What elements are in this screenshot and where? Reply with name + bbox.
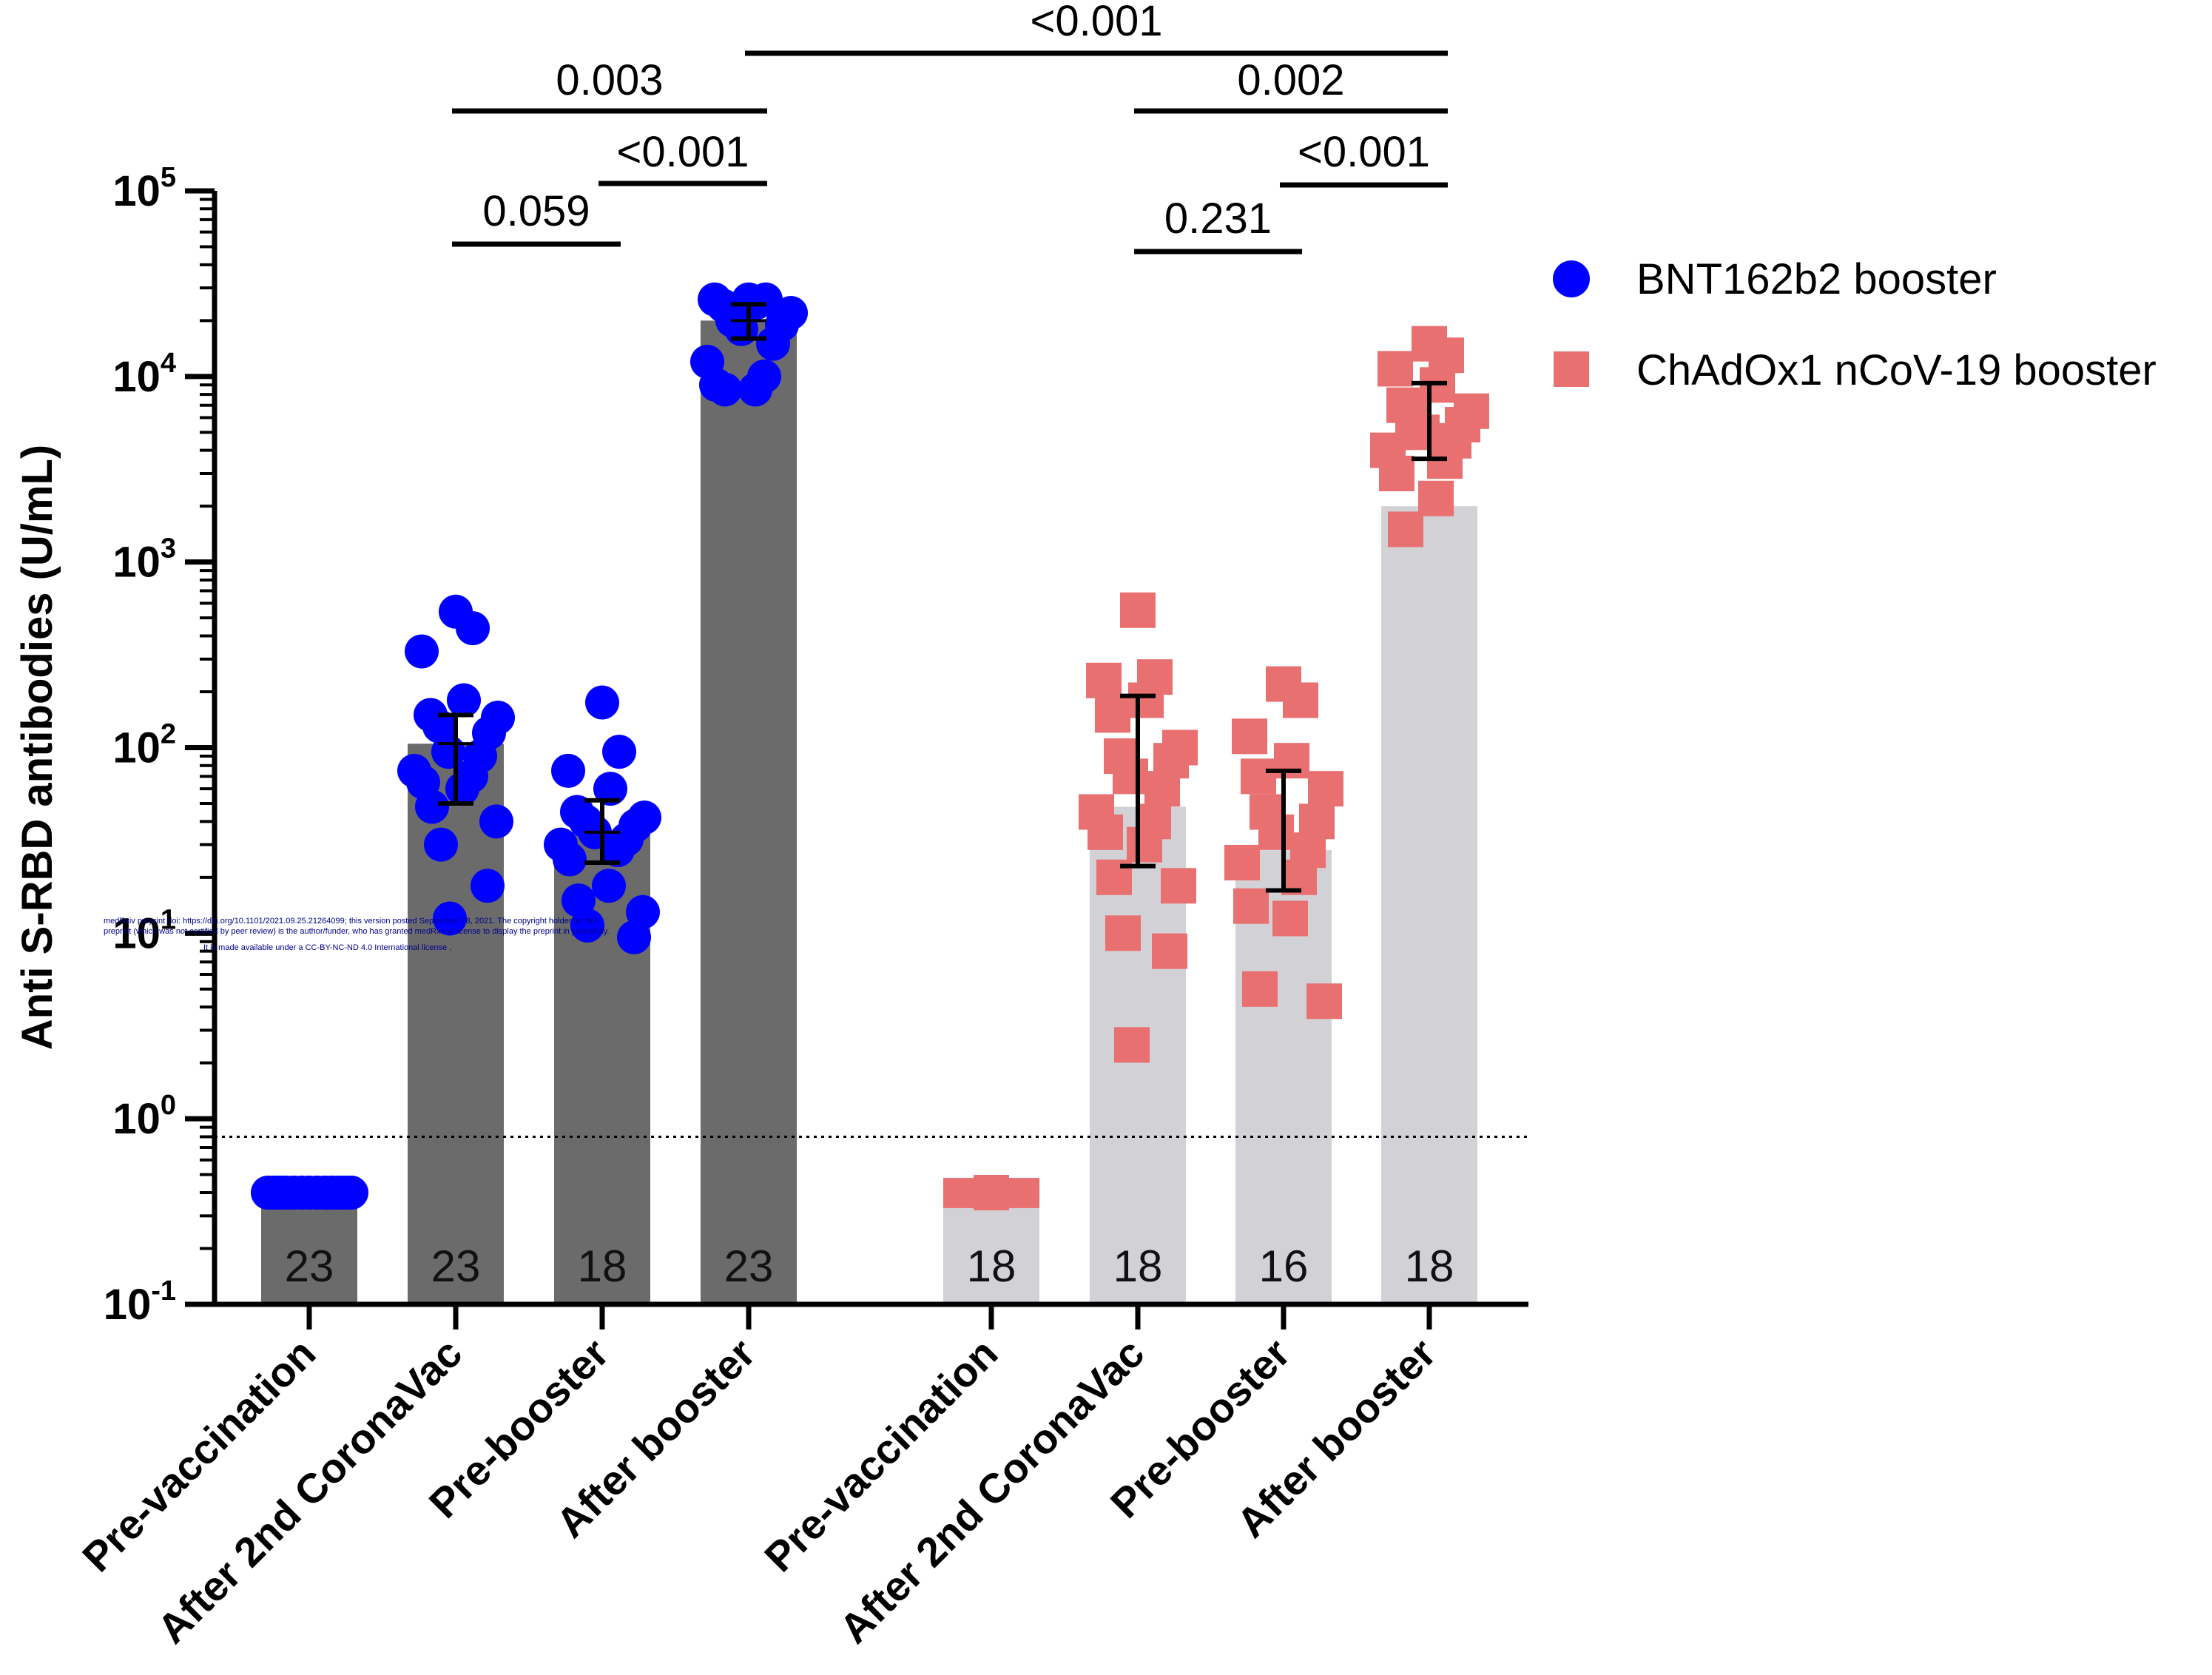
data-point — [456, 611, 490, 646]
n-label: 18 — [967, 1241, 1016, 1291]
data-point — [471, 869, 505, 903]
data-point — [1233, 888, 1269, 924]
data-point — [1283, 682, 1318, 718]
p-value-label: <0.001 — [1298, 128, 1430, 176]
data-point — [551, 753, 585, 788]
data-point — [601, 833, 635, 868]
data-point — [1274, 743, 1309, 779]
data-point — [1242, 971, 1278, 1007]
legend-label-chadox1: ChAdOx1 nCoV-19 booster — [1636, 346, 2157, 394]
y-tick-label: 105 — [112, 162, 176, 215]
n-label: 18 — [1113, 1241, 1163, 1291]
y-tick-label: 101 — [112, 904, 176, 957]
bars-layer — [261, 320, 1477, 1305]
data-point — [943, 1178, 1039, 1208]
data-point — [1379, 455, 1414, 491]
n-label: 23 — [285, 1241, 334, 1291]
data-point — [1272, 900, 1308, 937]
data-point — [1152, 933, 1187, 969]
data-point — [592, 869, 626, 903]
data-point — [1128, 682, 1164, 718]
data-point — [1427, 443, 1463, 479]
data-point — [445, 772, 479, 806]
data-point — [738, 372, 772, 407]
data-point — [593, 772, 627, 806]
data-point — [1086, 662, 1122, 698]
data-point — [479, 804, 513, 839]
data-point — [1114, 1027, 1150, 1063]
data-point — [1127, 826, 1162, 863]
data-point — [1120, 592, 1156, 628]
p-value-label: <0.001 — [616, 128, 749, 176]
data-point — [1429, 337, 1464, 374]
y-tick-label: 103 — [112, 533, 176, 587]
data-point — [602, 735, 636, 769]
data-point — [724, 311, 758, 346]
p-value-label: <0.001 — [1030, 0, 1162, 45]
data-point — [1095, 697, 1130, 733]
comparisons-layer: 0.059 <0.001 0.003 <0.001 0.231 <0.001 0.002 — [452, 0, 1448, 255]
data-point — [570, 908, 604, 943]
bar — [1381, 506, 1477, 1304]
data-point — [415, 789, 449, 824]
data-point — [424, 827, 458, 862]
bar — [261, 1192, 357, 1304]
y-axis-label: Anti S-RBD antibodies (U/mL) — [13, 445, 61, 1050]
p-value-label: 0.003 — [556, 56, 663, 104]
legend: BNT162b2 booster ChAdOx1 nCoV-19 booster — [1553, 255, 2157, 394]
data-point — [405, 634, 439, 669]
n-label: 18 — [578, 1241, 627, 1291]
watermark-line-3: It is made available under a CC-BY-NC-ND… — [203, 943, 451, 952]
data-point — [1418, 480, 1454, 516]
data-point — [1241, 758, 1276, 795]
data-point — [1232, 718, 1267, 755]
data-point — [1306, 983, 1342, 1020]
p-value-label: 0.059 — [482, 187, 590, 235]
data-point — [617, 920, 651, 954]
watermark-line-1: medRxiv preprint doi: https://doi.org/10… — [104, 917, 598, 926]
data-point — [1113, 758, 1148, 795]
legend-marker-chadox1 — [1554, 351, 1589, 387]
y-tick-label: 10-1 — [104, 1275, 176, 1329]
data-point — [708, 372, 742, 407]
y-tick-label: 100 — [112, 1090, 176, 1143]
data-point — [1088, 814, 1123, 850]
data-point — [1308, 771, 1343, 807]
data-point — [1105, 915, 1141, 951]
watermark-line-2: preprint (which was not certified by pee… — [104, 927, 609, 936]
n-label: 16 — [1259, 1241, 1309, 1291]
data-point — [1224, 844, 1260, 880]
p-value-label: 0.002 — [1237, 56, 1344, 104]
errors-layer — [438, 302, 1447, 893]
data-point — [1144, 771, 1180, 807]
legend-label-bnt162b2: BNT162b2 booster — [1636, 255, 1997, 303]
data-point — [585, 685, 619, 720]
data-point — [433, 901, 467, 936]
data-point — [329, 1175, 363, 1210]
bar — [701, 320, 797, 1305]
y-tick-label: 104 — [112, 348, 176, 401]
legend-marker-bnt162b2 — [1553, 260, 1590, 297]
p-value-label: 0.231 — [1164, 195, 1272, 243]
data-point — [1258, 814, 1294, 850]
y-tick-label: 102 — [112, 719, 176, 772]
data-point — [1161, 868, 1196, 904]
n-label: 18 — [1405, 1241, 1454, 1291]
n-labels-layer: 23 23 18 23 18 18 16 18 — [285, 1241, 1454, 1291]
n-label: 23 — [431, 1241, 481, 1291]
bar — [943, 1207, 1039, 1304]
data-point — [553, 842, 587, 877]
data-point — [1388, 511, 1423, 547]
preprint-watermark: medRxiv preprint doi: https://doi.org/10… — [104, 917, 609, 952]
data-point — [447, 683, 481, 718]
data-point — [1378, 351, 1413, 387]
data-point — [756, 326, 790, 361]
n-label: 23 — [724, 1241, 774, 1291]
